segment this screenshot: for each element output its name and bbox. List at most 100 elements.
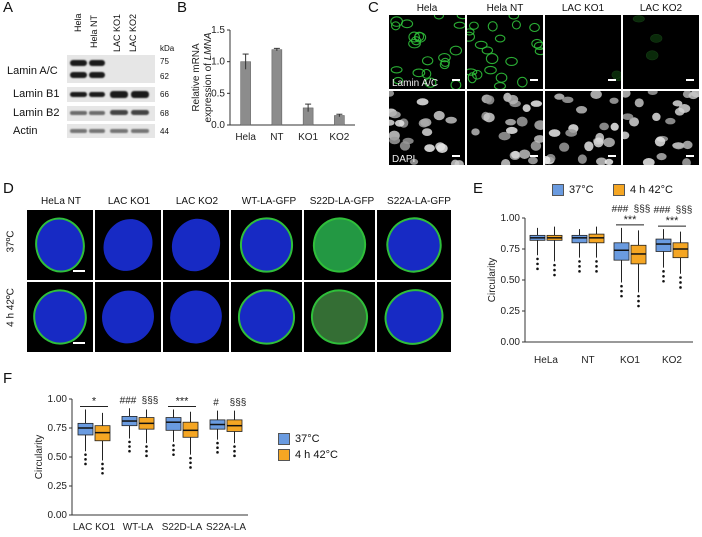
significance-hash: # — [213, 398, 219, 409]
kda-66: 66 — [160, 90, 169, 99]
nucleus — [433, 110, 445, 121]
lamina-rim — [35, 217, 85, 273]
panel-label-c: C — [368, 0, 379, 16]
mic-c-tile-canvas — [611, 70, 621, 81]
bar — [271, 49, 283, 126]
blot-band — [89, 92, 105, 97]
mic-d-tile-canvas — [384, 289, 444, 345]
outlier-point — [595, 260, 598, 263]
scale-bar — [608, 155, 616, 157]
blot-band — [89, 60, 105, 66]
nucleus — [424, 77, 437, 88]
nucleus — [102, 290, 154, 344]
nucleus — [467, 68, 478, 76]
mic-d-tile-canvas — [386, 217, 442, 273]
nucleus — [424, 144, 435, 152]
outlier-point — [553, 268, 556, 272]
mic-c-tile-canvas — [389, 91, 464, 165]
nucleus — [408, 31, 420, 43]
nucleus — [652, 112, 661, 122]
significance-section: §§§ — [142, 395, 159, 406]
mic-d-tile — [163, 282, 229, 352]
nucleus — [642, 158, 655, 165]
outlier-point — [216, 441, 219, 445]
mic-c-tile-dapi — [623, 91, 699, 165]
nucleus — [634, 98, 644, 108]
nucleus — [389, 91, 395, 97]
chart-f-circularity-box: 0.00 0.25 0.50 0.75 1.00 Circularity LAC KO1 WT… — [34, 394, 248, 533]
nucleus — [584, 141, 594, 152]
tick-label-x: LAC KO1 — [73, 522, 116, 533]
outlier-point — [620, 294, 623, 298]
mic-d-grid — [27, 210, 463, 352]
nucleus — [421, 68, 432, 79]
outlier-point — [128, 440, 131, 444]
nucleus — [435, 142, 446, 151]
blot-band — [110, 110, 128, 115]
nucleus — [623, 113, 634, 121]
outlier-point — [84, 453, 87, 456]
tick-label-y: 1.0 — [211, 57, 225, 68]
outlier-point — [101, 467, 104, 470]
nucleus — [453, 21, 465, 29]
mic-c-col-lac-ko1: LAC KO1 — [561, 3, 605, 14]
tick-label-y: 0.5 — [211, 88, 225, 99]
axis-label-y: Circularity — [34, 435, 45, 479]
nucleus — [421, 128, 433, 137]
outlier-point — [101, 462, 104, 466]
box — [655, 238, 672, 252]
tick-label-x: NT — [270, 132, 283, 143]
mic-d-tile-canvas — [312, 217, 367, 273]
nucleus — [647, 91, 658, 96]
outlier-point — [553, 263, 556, 267]
outlier-point — [189, 461, 192, 465]
kda-68: 68 — [160, 109, 169, 118]
mic-c-tile-dapi — [389, 91, 465, 165]
mic-c-tile-canvas — [623, 91, 699, 165]
nucleus — [390, 66, 403, 74]
legend-swatch-blue — [278, 433, 290, 445]
tick-label-x: Hela — [235, 132, 256, 143]
box — [165, 417, 182, 431]
blot-band — [89, 111, 105, 115]
nucleus — [629, 117, 640, 127]
outlier-point — [216, 446, 219, 450]
mic-d-tile-canvas — [171, 218, 221, 272]
nucleus — [674, 107, 685, 116]
blot-row-lamin-ac: Lamin A/C — [7, 65, 58, 77]
nucleus — [487, 21, 498, 32]
mic-d-tile — [304, 210, 375, 280]
tick-label-x: WT-LA — [123, 522, 154, 533]
nucleus — [654, 136, 666, 147]
outlier-point — [233, 454, 236, 458]
nucleus — [311, 290, 368, 344]
nucleus — [456, 15, 465, 20]
nucleus — [511, 20, 521, 30]
nucleus — [632, 15, 645, 23]
legend-swatch-blue — [552, 184, 564, 196]
outlier-point — [637, 304, 640, 308]
blot-band — [131, 129, 149, 133]
nucleus — [410, 36, 422, 46]
tick-label-x: S22A-LA — [206, 522, 246, 533]
tick-label-x: KO1 — [298, 132, 318, 143]
lamina-rim — [310, 289, 369, 345]
outlier-point — [662, 274, 665, 278]
outlier-point — [128, 445, 131, 448]
lamina-rim — [386, 217, 442, 273]
tick-label-x: S22D-LA — [162, 522, 203, 533]
legend-f-37: 37°C — [278, 433, 320, 445]
panel-label-e: E — [473, 180, 484, 197]
mic-d-col-3: WT-LA-GFP — [241, 196, 297, 207]
nucleus — [501, 159, 511, 165]
mic-d-col-5: S22A-LA-GFP — [387, 196, 451, 207]
nucleus — [505, 126, 518, 135]
nucleus — [493, 82, 506, 89]
mic-c-tile-canvas — [390, 15, 465, 89]
mic-d-tile — [27, 210, 93, 280]
tick-label-x: NT — [581, 355, 594, 366]
nucleus — [534, 135, 543, 143]
chart-b-mrna-bar: 0.0 0.5 1.0 1.5 Hela NT KO1 KO2 Relative mRNAexp… — [191, 25, 355, 143]
nucleus — [575, 106, 588, 114]
blot-band — [131, 110, 149, 115]
